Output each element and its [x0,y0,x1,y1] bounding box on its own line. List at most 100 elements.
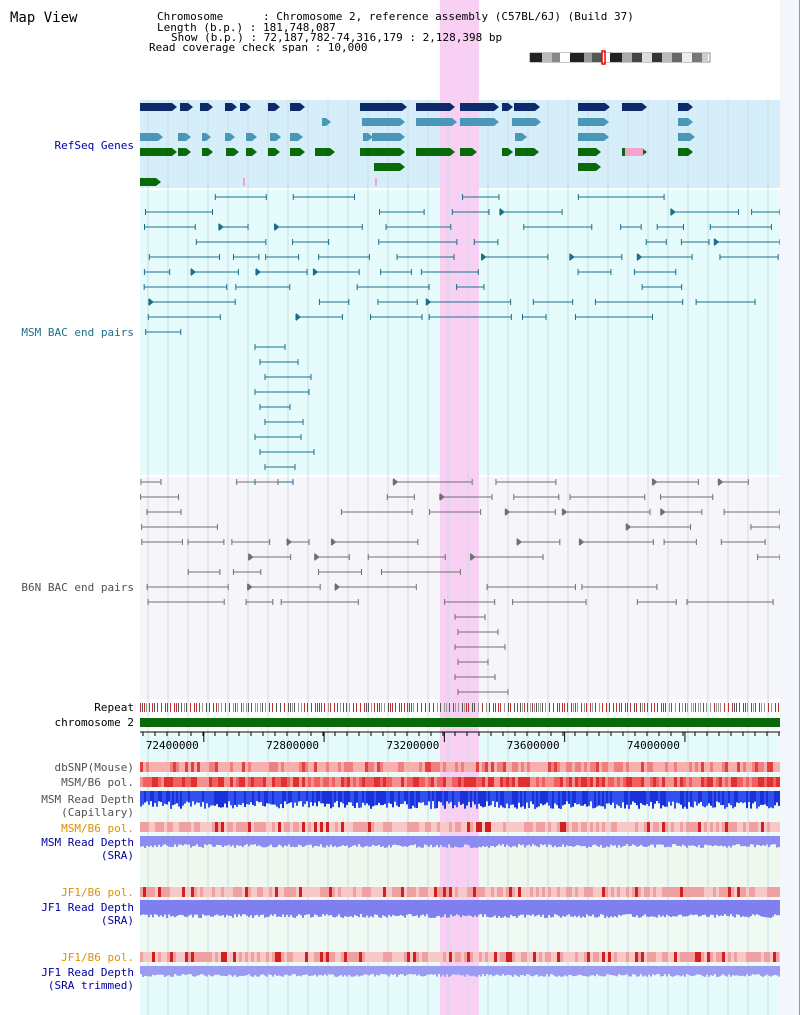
refseq-gene[interactable] [363,133,368,141]
jf1-depth-sra-bar [764,900,766,918]
msm-depth-sra-bar [678,836,680,846]
refseq-gene[interactable] [226,148,234,156]
refseq-gene[interactable] [515,148,534,156]
refseq-gene[interactable] [290,103,300,111]
jf1-depth-sra-bar [392,900,394,915]
jf1-depth-trim-bar [466,966,468,975]
msm-depth-sra-bar [598,836,600,847]
refseq-gene[interactable] [460,118,494,126]
refseq-gene[interactable] [416,148,450,156]
msm-depth-sra-bar [234,836,236,848]
refseq-gene[interactable] [578,133,604,141]
refseq-gene[interactable] [140,103,172,111]
jf1-depth-trim-bar [608,966,610,975]
msm-depth-sra-bar [568,836,570,847]
msm-depth-capillary-bar [558,791,560,809]
refseq-gene[interactable] [678,118,688,126]
msm-depth-sra-bar [566,836,568,846]
refseq-gene[interactable] [578,103,605,111]
refseq-gene[interactable] [362,118,400,126]
refseq-gene[interactable] [140,133,158,141]
refseq-gene[interactable] [416,118,452,126]
refseq-gene[interactable] [315,148,330,156]
msm-depth-sra-bar [688,836,690,846]
refseq-gene[interactable] [678,103,688,111]
refseq-gene[interactable] [514,103,535,111]
msm-b6-pol2-heat [695,822,698,832]
msm-depth-capillary-bar [430,791,432,809]
msm-b6-pol-heat [644,777,647,787]
refseq-gene[interactable] [290,133,298,141]
msm-depth-capillary-bar [258,791,260,803]
refseq-gene[interactable] [502,103,508,111]
refseq-gene[interactable] [460,148,472,156]
track-label-msm-depth-sra-1: MSM Read Depth [41,836,134,849]
jf1-depth-sra-bar [716,900,718,915]
refseq-gene[interactable] [372,133,400,141]
jf1-depth-trim-bar [348,966,350,975]
jf1-depth-trim-bar [730,966,732,977]
refseq-gene[interactable] [416,103,450,111]
refseq-gene[interactable] [225,133,230,141]
refseq-gene[interactable] [578,163,596,171]
refseq-gene-pink[interactable] [625,148,643,156]
refseq-gene[interactable] [268,103,275,111]
refseq-gene[interactable] [225,103,232,111]
jf1-depth-sra-bar [438,900,440,916]
msm-depth-capillary-bar [492,791,494,802]
jf1-b6-pol2-heat [401,952,404,962]
jf1-depth-sra-bar [496,900,498,918]
refseq-gene[interactable] [622,103,642,111]
refseq-gene[interactable] [178,148,186,156]
jf1-b6-pol2-heat [749,952,752,962]
msm-depth-capillary-bar [282,791,284,809]
refseq-gene[interactable] [360,103,402,111]
chromosome-bar[interactable] [140,718,780,727]
refseq-gene[interactable] [200,103,208,111]
refseq-gene[interactable] [240,103,246,111]
refseq-gene[interactable] [678,148,688,156]
repeat-mark [495,703,496,712]
msm-depth-sra-bar [584,836,586,847]
refseq-gene[interactable] [180,103,188,111]
dbsnp-heat [452,762,455,772]
repeat-mark [284,703,285,712]
refseq-gene[interactable] [246,133,252,141]
track-label-b6n-bac[interactable]: B6N BAC end pairs [21,581,134,594]
refseq-gene[interactable] [268,148,275,156]
refseq-gene[interactable] [515,133,522,141]
refseq-gene[interactable] [374,163,400,171]
msm-depth-sra-bar [192,836,194,847]
refseq-gene[interactable] [502,148,508,156]
dbsnp-heat [269,762,272,772]
jf1-depth-trim-bar [296,966,298,977]
jf1-b6-pol-heat [458,887,461,897]
refseq-gene[interactable] [322,118,326,126]
refseq-gene[interactable] [270,133,276,141]
refseq-gene[interactable] [202,133,206,141]
refseq-gene[interactable] [360,148,400,156]
refseq-gene[interactable] [246,148,252,156]
gene-strand-arrow [300,148,305,156]
refseq-gene[interactable] [290,148,300,156]
refseq-gene[interactable] [578,118,604,126]
msm-b6-pol2-heat [752,822,755,832]
msm-depth-capillary-bar [432,791,434,802]
refseq-gene[interactable] [140,178,156,186]
refseq-gene[interactable] [678,133,690,141]
refseq-gene[interactable] [578,148,596,156]
track-label-refseq-genes[interactable]: RefSeq Genes [54,139,134,152]
jf1-b6-pol2-heat [374,952,377,962]
refseq-gene[interactable] [460,103,494,111]
refseq-gene[interactable] [178,133,186,141]
msm-bac-arrow [426,298,432,306]
refseq-gene[interactable] [202,148,208,156]
jf1-b6-pol2-heat [200,952,203,962]
jf1-b6-pol2-heat [449,952,452,962]
track-label-msm-bac[interactable]: MSM BAC end pairs [21,326,134,339]
refseq-gene[interactable] [512,118,536,126]
repeat-mark [647,703,648,712]
jf1-depth-sra-bar [210,900,212,917]
refseq-gene[interactable] [140,148,172,156]
gene-strand-arrow [642,148,647,156]
